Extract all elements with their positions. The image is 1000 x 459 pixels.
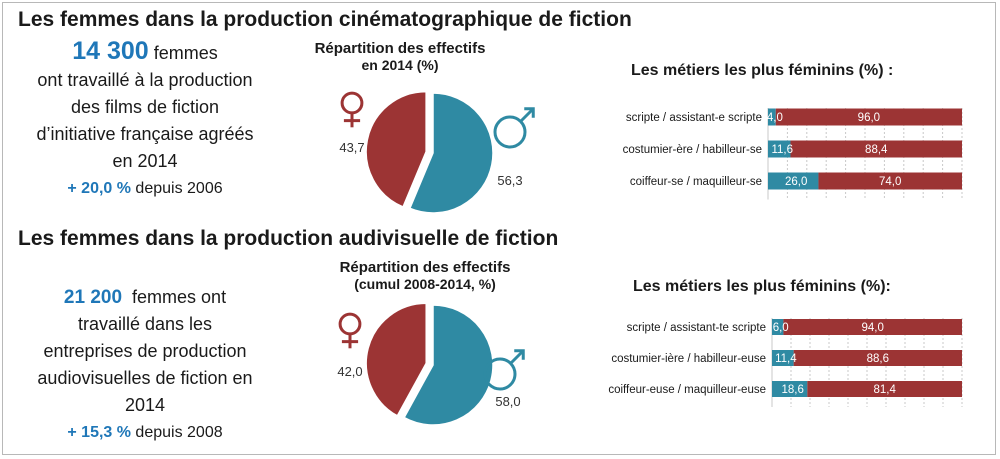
bar-value-label-female: 88,4 [865,144,888,156]
male-symbol-icon [514,349,525,360]
bar-category-label: scripte / assistant-e scripte [626,112,762,124]
pie-slice-male [408,92,494,214]
bar-value-label-female: 96,0 [858,112,880,124]
bar-segment-male [768,172,819,190]
count-cinema: 14 300 [72,37,149,65]
bar-category-label: costumier-ère / habilleur-se [623,144,762,156]
bar-value-label-male: 11,6 [771,144,793,156]
bar-segment-female [783,319,962,335]
pie-slice-male [403,304,494,426]
bar-value-label-female: 74,0 [879,176,901,188]
pie-label-female: 43,7 [339,140,364,155]
intro-line: ont travaillé à la production [37,70,253,90]
pie-label-female: 42,0 [337,364,362,379]
intro-line: audiovisuelles de fiction en [37,368,253,388]
count-audiovisual: 21 200 [63,287,123,308]
trend-text-cinema: depuis 2006 [130,180,223,197]
bar-segment-female [818,172,962,190]
female-symbol-icon [340,91,364,115]
intro-line: 2014 [124,395,166,415]
pie-slice-female [365,90,427,208]
intro-line: travaillé dans les [77,314,213,334]
intro-line: des films de fiction [70,97,220,117]
intro-line: entreprises de production [43,341,247,361]
trend-pct-cinema: + 20,0 % [67,180,131,197]
bar-segment-female [790,140,962,158]
male-symbol-icon [509,349,525,365]
pie-label-male: 56,3 [497,173,522,188]
bar-value-label-male: 6,0 [773,322,789,334]
bar-category-label: coiffeur-euse / maquilleur-euse [608,384,766,396]
bar-segment-male [772,381,808,397]
bars-title-audiovisual: Les métiers les plus féminins (%): [633,278,891,295]
intro-cinema: 14 300 femmes ont travaillé à la product… [14,38,276,202]
trend-text-audiovisual: depuis 2008 [130,424,223,441]
bar-value-label-male: 18,6 [781,384,803,396]
bar-segment-male [768,140,791,158]
male-symbol-icon [524,107,535,118]
intro-line: en 2014 [112,151,178,171]
bar-value-label-male: 11,4 [775,353,797,365]
bar-segment-male [768,108,776,126]
bars-title-cinema: Les métiers les plus féminins (%) : [631,62,894,79]
bar-value-label-male: 26,0 [785,176,807,188]
pie-title-cinema: Répartition des effectifs en 2014 (%) [300,40,500,74]
pie-title-line2: en 2014 (%) [361,57,439,73]
bar-category-label: costumier-ière / habilleur-euse [611,353,766,365]
pie-title-line2: (cumul 2008-2014, %) [354,276,496,292]
male-symbol-icon [493,115,527,149]
bar-segment-male [772,319,784,335]
intro-line: d’initiative française agréés [36,124,254,144]
bar-value-label-female: 81,4 [873,384,896,396]
count-suffix-cinema: femmes [148,43,218,63]
pie-slice-female [365,302,427,417]
intro-audiovisual: 21 200 femmes ont travaillé dans les ent… [14,284,276,446]
bar-category-label: coiffeur-se / maquilleur-se [630,176,762,188]
male-symbol-icon [519,107,535,123]
bar-category-label: scripte / assistant-te scripte [627,322,766,334]
pie-title-audiovisual: Répartition des effectifs (cumul 2008-20… [300,259,550,293]
pie-title-line1: Répartition des effectifs [314,40,486,57]
pie-label-male: 58,0 [495,394,520,409]
count-suffix-audiovisual: femmes ont [122,287,227,307]
male-symbol-icon [483,357,517,391]
section-title-cinema: Les femmes dans la production cinématogr… [18,8,632,31]
bar-segment-female [775,108,962,126]
trend-pct-audiovisual: + 15,3 % [67,424,131,441]
pie-title-line1: Répartition des effectifs [339,259,511,276]
bar-value-label-female: 88,6 [867,353,889,365]
bar-value-label-female: 94,0 [862,322,884,334]
bar-value-label-male: 4,0 [767,112,783,124]
section-title-audiovisual: Les femmes dans la production audivisuel… [18,227,559,250]
bar-segment-female [793,350,962,366]
female-symbol-icon [338,312,362,336]
bar-segment-male [772,350,794,366]
bar-segment-female [807,381,962,397]
